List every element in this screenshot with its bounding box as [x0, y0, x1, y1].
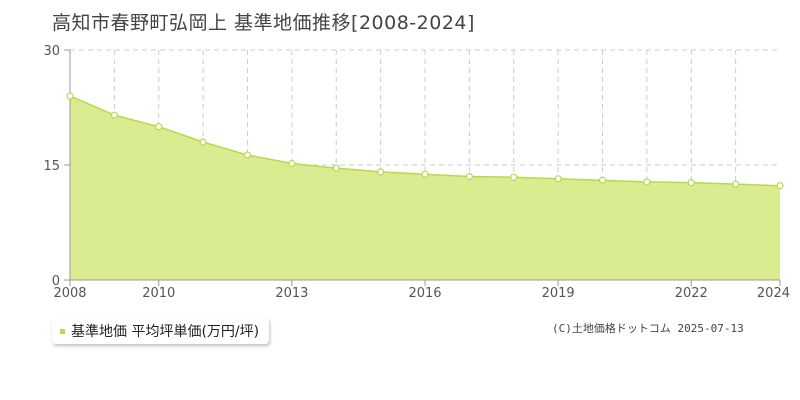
data-point: [66, 92, 74, 100]
y-tick-label: 15: [43, 159, 60, 174]
data-point: [510, 173, 518, 181]
area-fill: [70, 96, 780, 280]
data-markers: [66, 92, 784, 190]
y-tick-label: 0: [52, 274, 60, 289]
legend: 基準地価 平均坪単価(万円/坪): [52, 318, 270, 344]
x-tick-label: 2019: [542, 286, 575, 301]
x-tick-label: 2016: [408, 286, 441, 301]
x-tick-label: 2024: [757, 286, 790, 301]
data-point: [687, 179, 695, 187]
data-point: [288, 159, 296, 168]
data-point: [465, 172, 473, 181]
data-point: [776, 182, 784, 190]
y-tick-label: 30: [43, 44, 60, 59]
chart-title: 高知市春野町弘岡上 基準地価推移[2008-2024]: [52, 12, 475, 34]
x-tick-label: 2022: [675, 286, 708, 301]
data-point: [598, 176, 607, 184]
data-point: [377, 168, 385, 176]
y-axis-ticks: 0 15 30: [43, 44, 70, 289]
x-tick-label: 2010: [142, 286, 175, 301]
credit-text: (C)土地価格ドットコム 2025-07-13: [552, 322, 744, 335]
x-axis-ticks: 2008 2010 2013 2016 2019 2022 2024: [53, 280, 790, 301]
legend-swatch: [60, 328, 65, 334]
data-point: [732, 180, 740, 188]
x-tick-label: 2013: [275, 286, 308, 301]
data-point: [110, 111, 118, 119]
data-point: [243, 151, 252, 159]
x-tick-label: 2008: [53, 286, 86, 301]
data-point: [155, 123, 163, 131]
data-point: [421, 170, 429, 178]
data-point: [643, 178, 651, 186]
data-point: [332, 164, 340, 172]
legend-label: 基準地価 平均坪単価(万円/坪): [71, 324, 260, 340]
data-point: [199, 138, 207, 146]
data-point: [554, 175, 562, 183]
